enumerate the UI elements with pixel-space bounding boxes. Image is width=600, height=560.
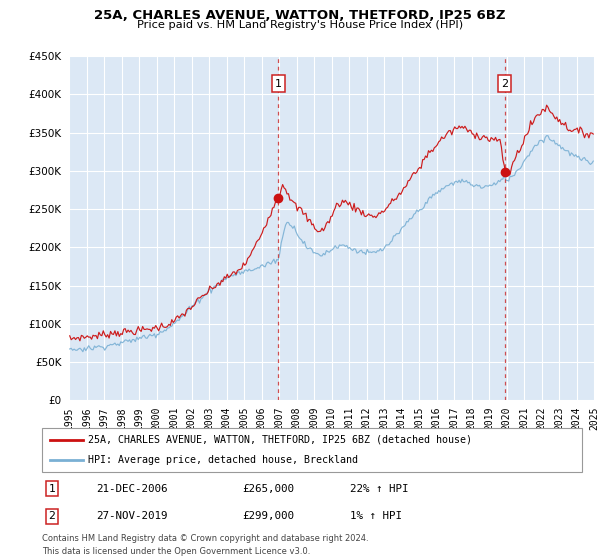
Text: 2: 2 [501, 78, 508, 88]
Text: Price paid vs. HM Land Registry's House Price Index (HPI): Price paid vs. HM Land Registry's House … [137, 20, 463, 30]
FancyBboxPatch shape [42, 428, 582, 472]
Text: 21-DEC-2006: 21-DEC-2006 [96, 484, 167, 494]
Text: This data is licensed under the Open Government Licence v3.0.: This data is licensed under the Open Gov… [42, 547, 310, 556]
Text: HPI: Average price, detached house, Breckland: HPI: Average price, detached house, Brec… [88, 455, 358, 465]
Text: £299,000: £299,000 [242, 511, 294, 521]
Text: 27-NOV-2019: 27-NOV-2019 [96, 511, 167, 521]
Text: Contains HM Land Registry data © Crown copyright and database right 2024.: Contains HM Land Registry data © Crown c… [42, 534, 368, 543]
Text: £265,000: £265,000 [242, 484, 294, 494]
Text: 25A, CHARLES AVENUE, WATTON, THETFORD, IP25 6BZ (detached house): 25A, CHARLES AVENUE, WATTON, THETFORD, I… [88, 435, 472, 445]
Text: 1: 1 [48, 484, 55, 494]
Text: 2: 2 [48, 511, 55, 521]
Text: 22% ↑ HPI: 22% ↑ HPI [350, 484, 408, 494]
Text: 25A, CHARLES AVENUE, WATTON, THETFORD, IP25 6BZ: 25A, CHARLES AVENUE, WATTON, THETFORD, I… [94, 9, 506, 22]
Text: 1% ↑ HPI: 1% ↑ HPI [350, 511, 402, 521]
Text: 1: 1 [275, 78, 282, 88]
